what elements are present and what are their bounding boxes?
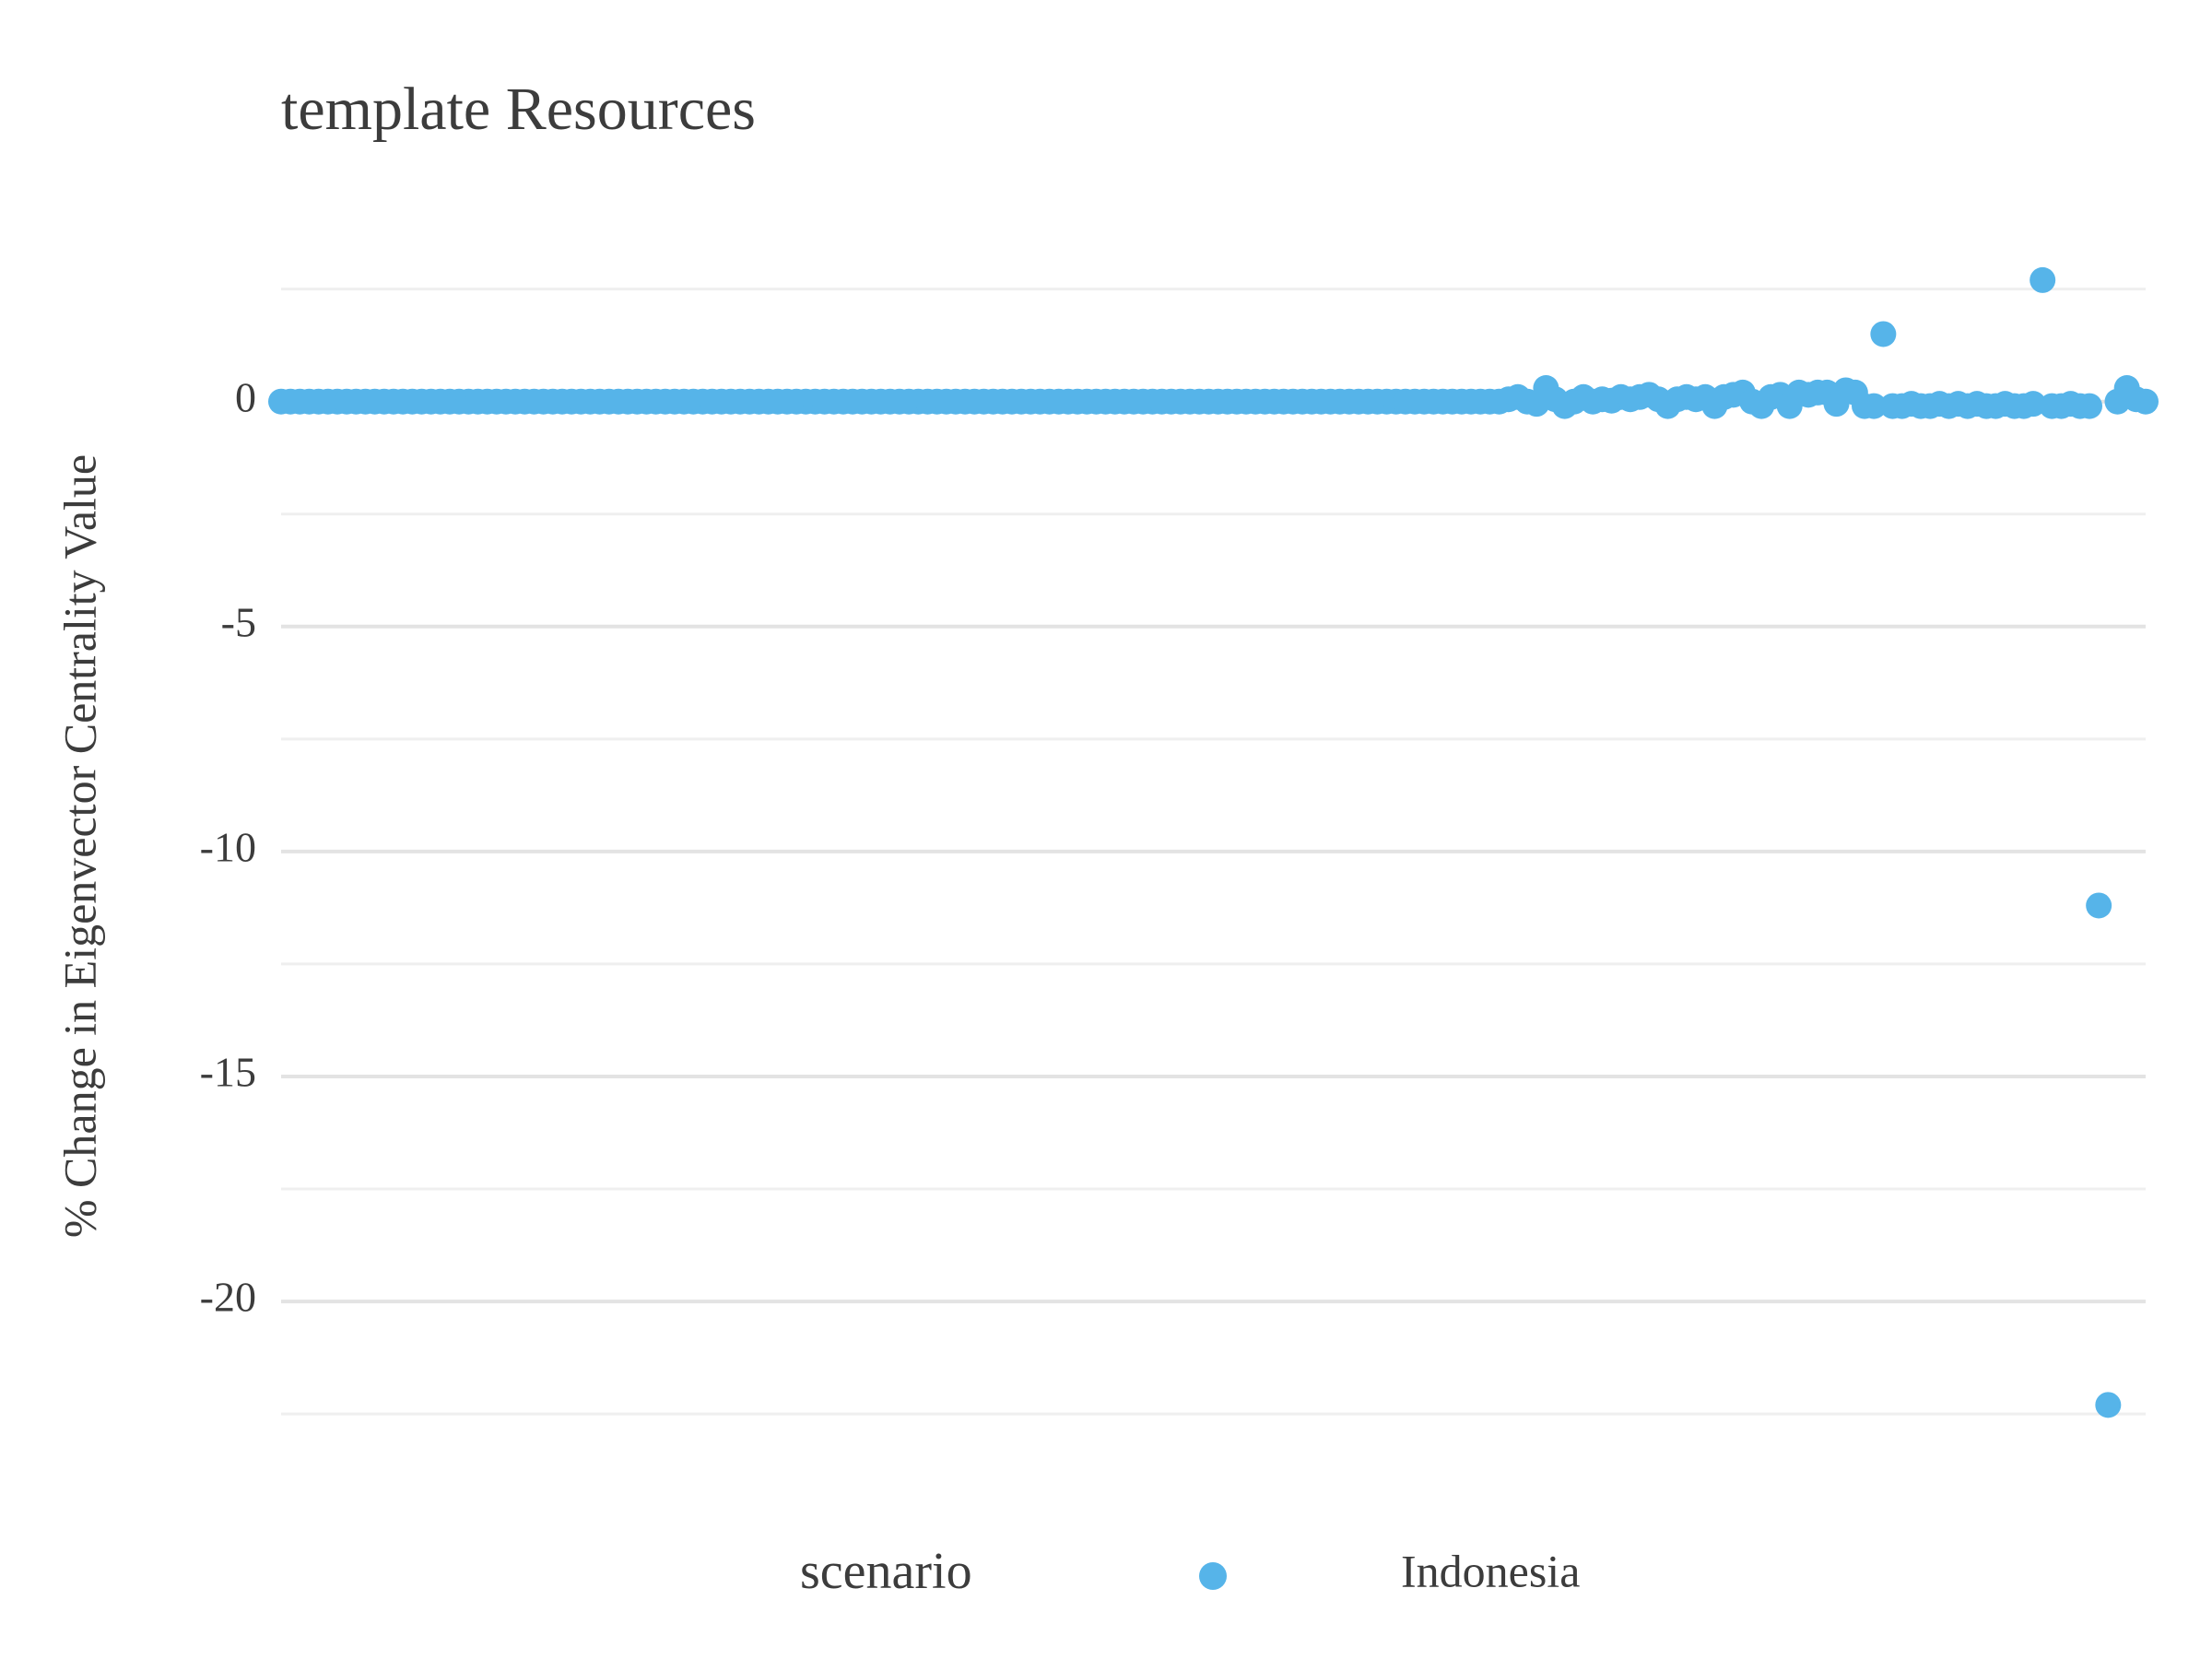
point <box>2086 892 2112 919</box>
point <box>2133 388 2159 415</box>
legend-label: Indonesia <box>1401 1545 1580 1596</box>
legend-marker <box>1199 1562 1227 1590</box>
y-tick-label: -5 <box>221 598 256 645</box>
point <box>1861 393 1888 419</box>
chart-title: template Resources <box>281 76 756 143</box>
point <box>2030 266 2056 293</box>
y-tick-label: -10 <box>200 823 256 870</box>
point <box>2020 391 2047 418</box>
y-tick-label: 0 <box>235 373 256 420</box>
point <box>1870 321 1897 347</box>
legend-title: scenario <box>800 1543 972 1600</box>
y-axis-label: % Change in Eigenvector Centrality Value <box>53 454 105 1238</box>
point <box>2095 1392 2122 1418</box>
y-tick-label: -15 <box>200 1049 256 1096</box>
point <box>2077 393 2103 419</box>
y-tick-label: -20 <box>200 1274 256 1321</box>
